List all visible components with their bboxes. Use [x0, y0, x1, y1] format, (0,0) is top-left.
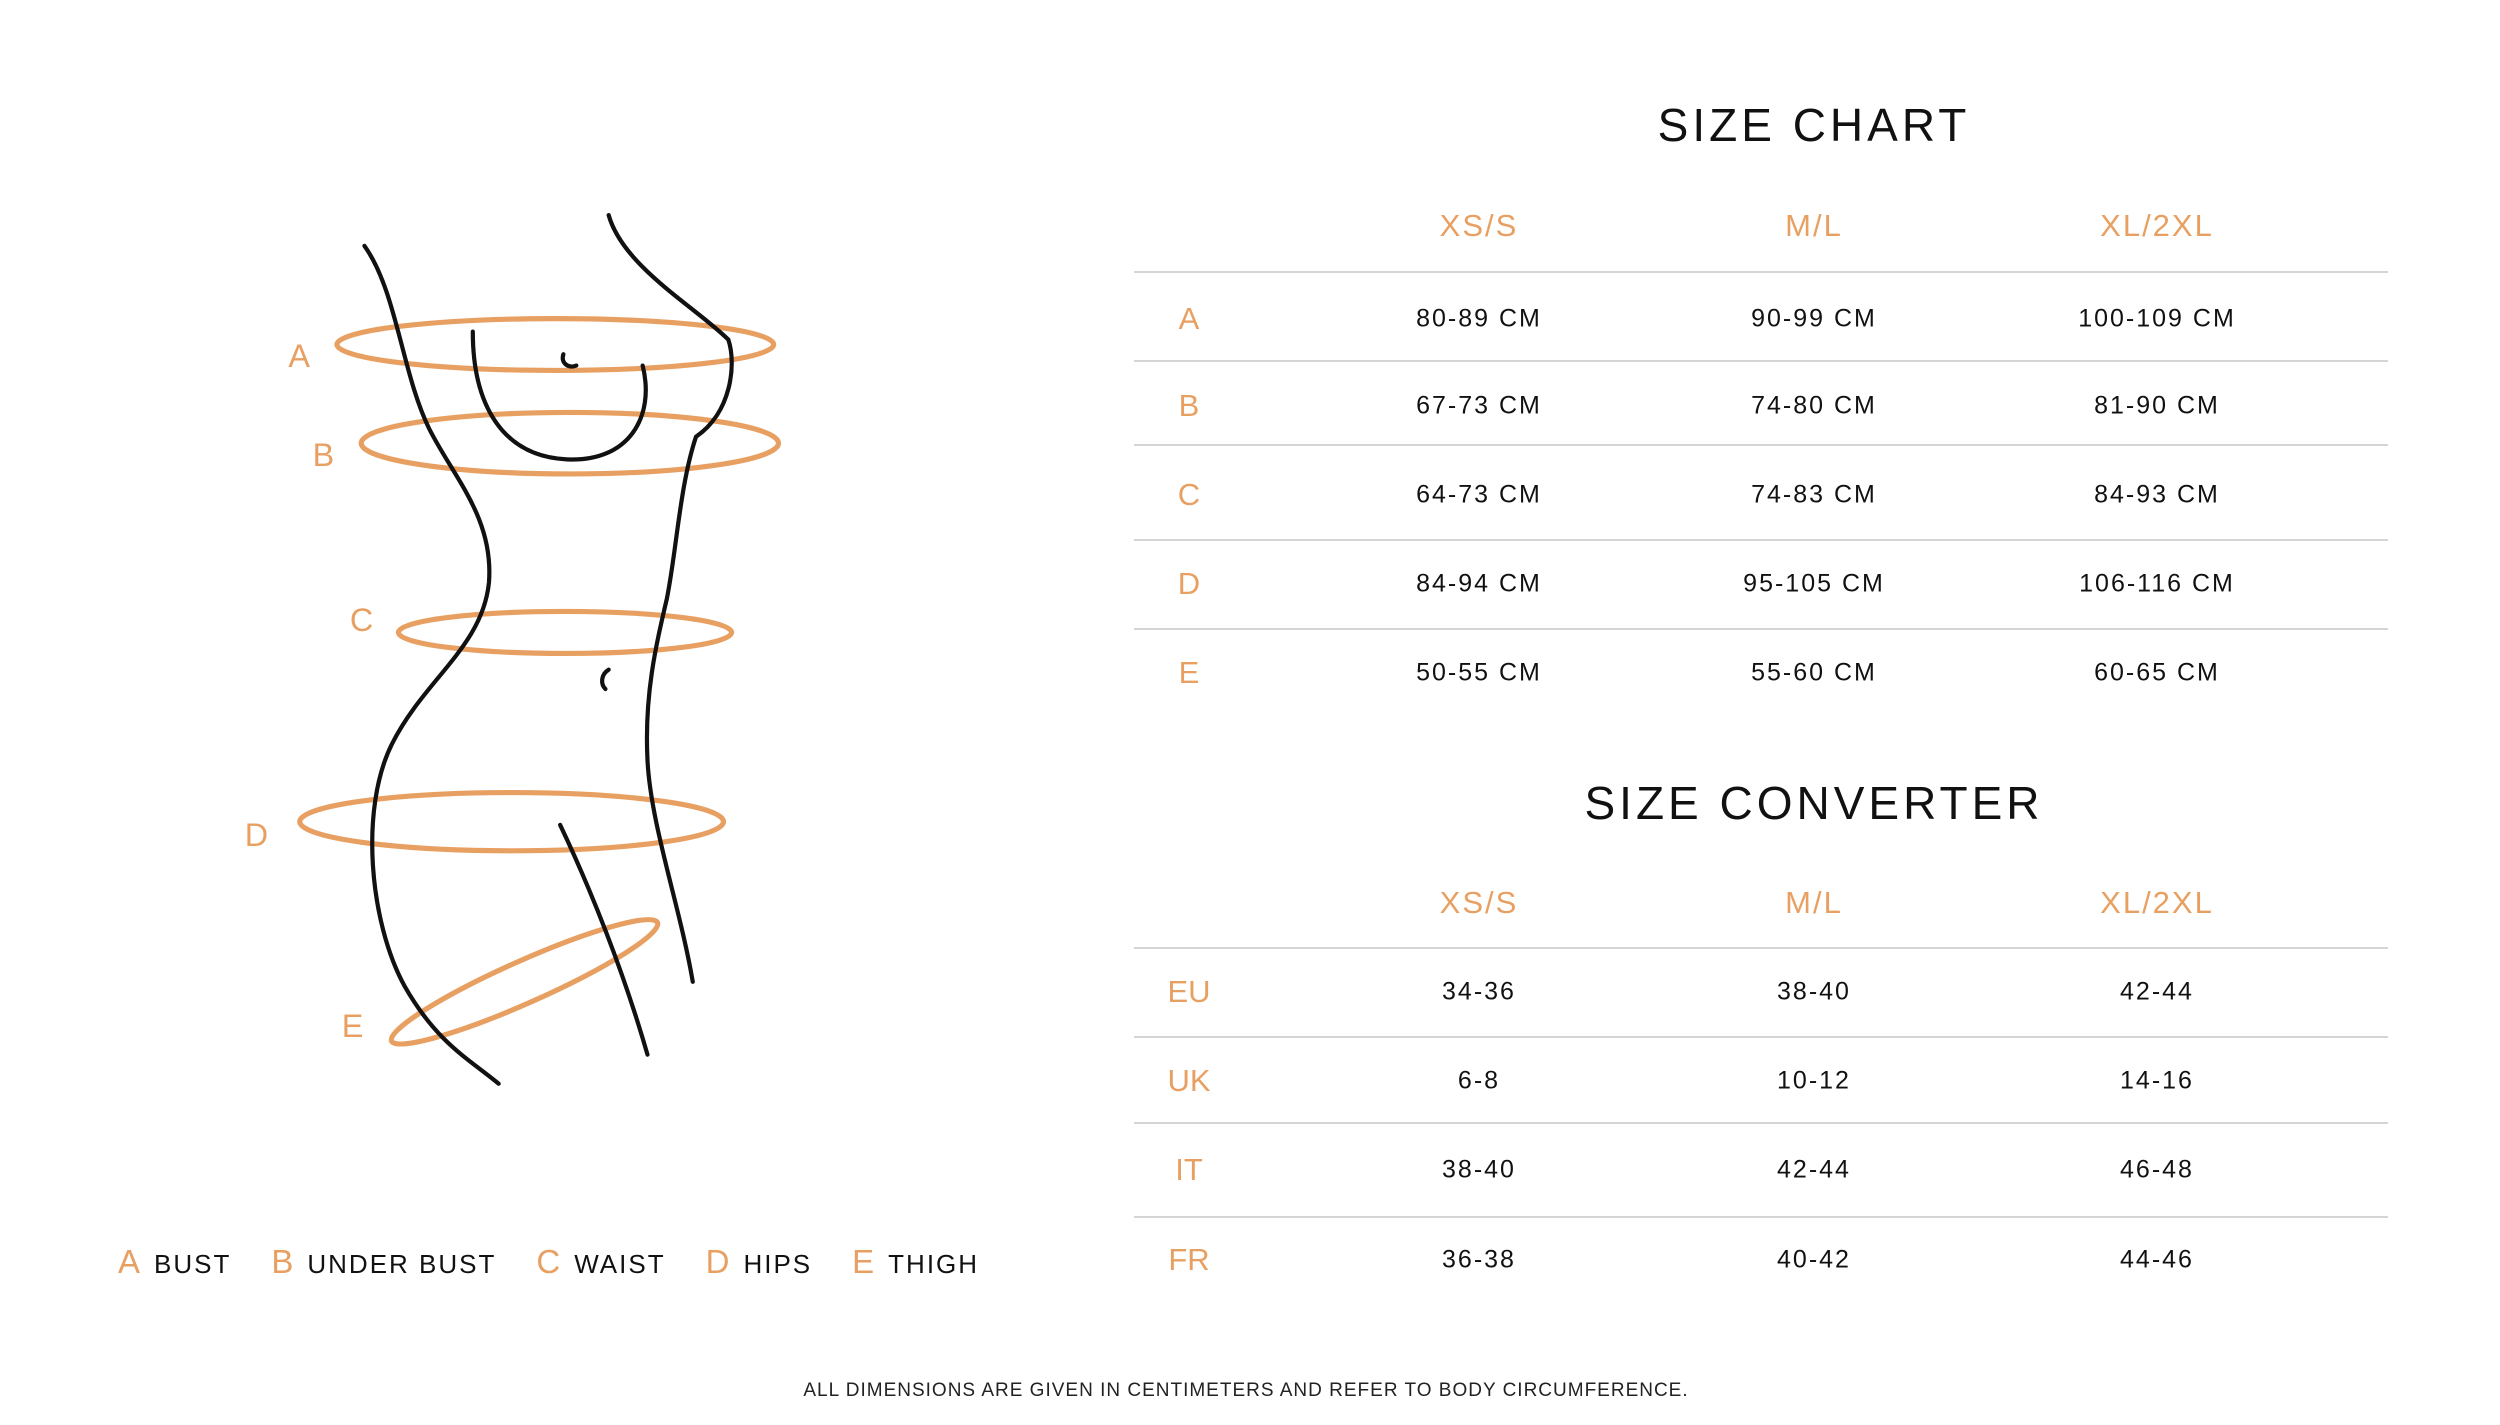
marker-c: C [350, 602, 373, 638]
table-cell: 38-40 [1777, 977, 1851, 1006]
table-cell: 46-48 [2120, 1155, 2194, 1184]
navel [600, 667, 611, 692]
table-cell: 55-60 CM [1751, 658, 1877, 687]
marker-b: B [313, 437, 335, 473]
breast-outline [470, 329, 648, 462]
waist-ring [395, 608, 735, 657]
divider [1134, 360, 2388, 362]
divider [1134, 1122, 2388, 1124]
measurement-legend: A BUST B UNDER BUST C WAIST D HIPS E THIGH [118, 1243, 979, 1281]
legend-label: WAIST [574, 1249, 666, 1279]
legend-item: C WAIST [536, 1243, 665, 1281]
legend-item: D HIPS [706, 1243, 813, 1281]
table-cell: 74-83 CM [1751, 480, 1877, 509]
row-label: D [1177, 566, 1201, 601]
legend-key: C [536, 1243, 563, 1280]
row-label: UK [1167, 1063, 1211, 1098]
under-bust-ring [358, 409, 782, 477]
marker-e: E [342, 1008, 364, 1044]
body-front-outline [606, 213, 734, 984]
nipple [560, 352, 579, 369]
column-header: XS/S [1439, 885, 1519, 920]
table-cell: 42-44 [1777, 1155, 1851, 1184]
legend-label: UNDER BUST [307, 1249, 497, 1279]
legend-key: A [118, 1243, 143, 1280]
size-chart-title: SIZE CHART [1657, 99, 1971, 151]
table-cell: 67-73 CM [1416, 391, 1542, 420]
row-label: E [1178, 655, 1200, 690]
body-back-outline [362, 243, 501, 1086]
divider [1134, 628, 2388, 630]
table-cell: 10-12 [1777, 1066, 1851, 1095]
table-cell: 74-80 CM [1751, 391, 1877, 420]
legend-label: BUST [154, 1249, 232, 1279]
divider [1134, 271, 2388, 273]
table-cell: 100-109 CM [2078, 304, 2236, 333]
legend-key: E [852, 1243, 877, 1280]
legend-key: B [271, 1243, 296, 1280]
row-label: B [1178, 388, 1200, 423]
legend-item: B UNDER BUST [271, 1243, 496, 1281]
inner-leg-outline [558, 822, 650, 1057]
divider [1134, 1036, 2388, 1038]
divider [1134, 444, 2388, 446]
table-cell: 38-40 [1442, 1155, 1516, 1184]
legend-item: E THIGH [852, 1243, 979, 1281]
divider [1134, 539, 2388, 541]
table-cell: 42-44 [2120, 977, 2194, 1006]
thigh-ring [388, 916, 661, 1047]
table-cell: 40-42 [1777, 1245, 1851, 1274]
table-cell: 6-8 [1457, 1066, 1501, 1095]
divider [1134, 947, 2388, 949]
row-label: EU [1167, 974, 1211, 1009]
marker-a: A [288, 338, 310, 374]
legend-label: THIGH [888, 1249, 980, 1279]
divider [1134, 1216, 2388, 1218]
row-label: A [1178, 301, 1200, 336]
table-cell: 84-94 CM [1416, 569, 1542, 598]
column-header: XL/2XL [2100, 208, 2214, 243]
table-cell: 84-93 CM [2094, 480, 2220, 509]
row-label: FR [1168, 1242, 1210, 1277]
table-cell: 95-105 CM [1743, 569, 1885, 598]
legend-key: D [705, 1243, 732, 1280]
table-cell: 36-38 [1442, 1245, 1516, 1274]
table-cell: 34-36 [1442, 977, 1516, 1006]
table-cell: 44-46 [2120, 1245, 2194, 1274]
legend-label: HIPS [743, 1249, 813, 1279]
row-label: IT [1175, 1152, 1203, 1187]
column-header: M/L [1785, 885, 1843, 920]
table-cell: 80-89 CM [1416, 304, 1542, 333]
table-cell: 64-73 CM [1416, 480, 1542, 509]
table-cell: 81-90 CM [2094, 391, 2220, 420]
bust-ring [334, 316, 777, 373]
size-converter-title: SIZE CONVERTER [1584, 777, 2044, 829]
column-header: M/L [1785, 208, 1843, 243]
table-cell: 50-55 CM [1416, 658, 1542, 687]
legend-item: A BUST [118, 1243, 231, 1281]
row-label: C [1177, 477, 1201, 512]
column-header: XS/S [1439, 208, 1519, 243]
column-header: XL/2XL [2100, 885, 2214, 920]
table-cell: 14-16 [2120, 1066, 2194, 1095]
table-cell: 90-99 CM [1751, 304, 1877, 333]
footer-note: ALL DIMENSIONS ARE GIVEN IN CENTIMETERS … [803, 1380, 1689, 1401]
marker-d: D [245, 817, 268, 853]
table-cell: 60-65 CM [2094, 658, 2220, 687]
hips-ring [297, 789, 727, 854]
table-cell: 106-116 CM [2079, 569, 2235, 598]
